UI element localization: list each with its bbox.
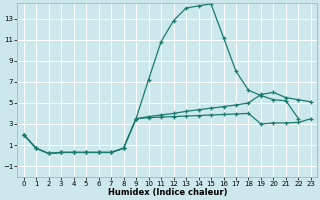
X-axis label: Humidex (Indice chaleur): Humidex (Indice chaleur)	[108, 188, 227, 197]
